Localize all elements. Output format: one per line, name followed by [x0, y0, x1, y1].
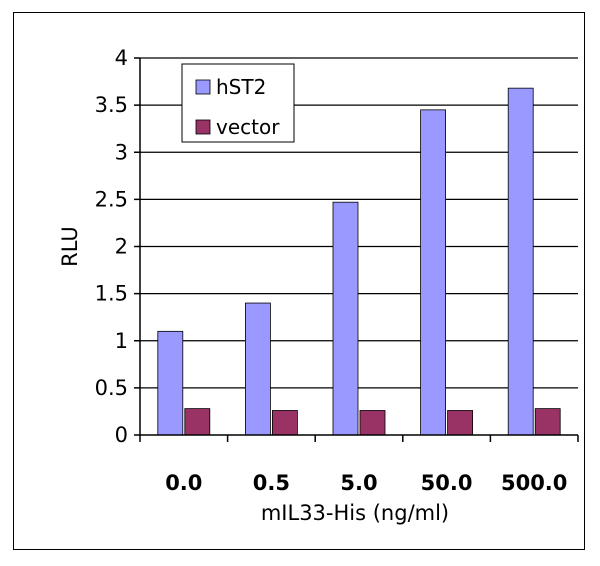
bar-hst2-5.0 — [332, 201, 359, 436]
x-tick-label: 5.0 — [340, 471, 377, 495]
y-tick-label: 0 — [115, 423, 128, 447]
legend: hST2 vector — [181, 63, 295, 143]
x-axis-title: mIL33-His (ng/ml) — [261, 501, 449, 525]
chart-frame — [13, 12, 585, 550]
x-tick-label: 500.0 — [501, 471, 567, 495]
legend-label-vector: vector — [216, 115, 280, 139]
bar-vector-0.5 — [271, 410, 298, 436]
y-axis-title: RLU — [58, 226, 82, 267]
legend-label-hst2: hST2 — [216, 75, 266, 99]
y-tick-label: 3.5 — [95, 93, 128, 117]
bar-hst2-50.0 — [420, 109, 447, 436]
bars — [157, 87, 561, 436]
x-tick-label: 50.0 — [421, 471, 473, 495]
y-tick-label: 3 — [115, 140, 128, 164]
bar-hst2-0.0 — [157, 330, 184, 436]
bar-hst2-0.5 — [244, 302, 271, 436]
y-tick-label: 2 — [115, 235, 128, 259]
y-tick-label: 4 — [115, 46, 128, 70]
y-tick-labels: 0 0.5 1 1.5 2 2.5 3 3.5 4 — [95, 46, 128, 447]
y-tick-label: 2.5 — [95, 187, 128, 211]
gridlines — [140, 57, 578, 389]
x-tick-labels: 0.0 0.5 5.0 50.0 500.0 — [165, 471, 567, 495]
legend-swatch-hst2 — [195, 79, 211, 95]
bar-vector-50.0 — [447, 410, 474, 436]
bar-vector-500.0 — [534, 408, 561, 436]
x-tick-label: 0.5 — [253, 471, 290, 495]
axes — [134, 57, 579, 442]
bar-vector-0.0 — [184, 408, 211, 436]
legend-swatch-vector — [195, 119, 211, 135]
y-tick-label: 1 — [115, 329, 128, 353]
bar-hst2-500.0 — [507, 87, 534, 436]
bar-vector-5.0 — [359, 410, 386, 436]
y-tick-label: 1.5 — [95, 282, 128, 306]
x-tick-label: 0.0 — [165, 471, 202, 495]
y-tick-label: 0.5 — [95, 376, 128, 400]
